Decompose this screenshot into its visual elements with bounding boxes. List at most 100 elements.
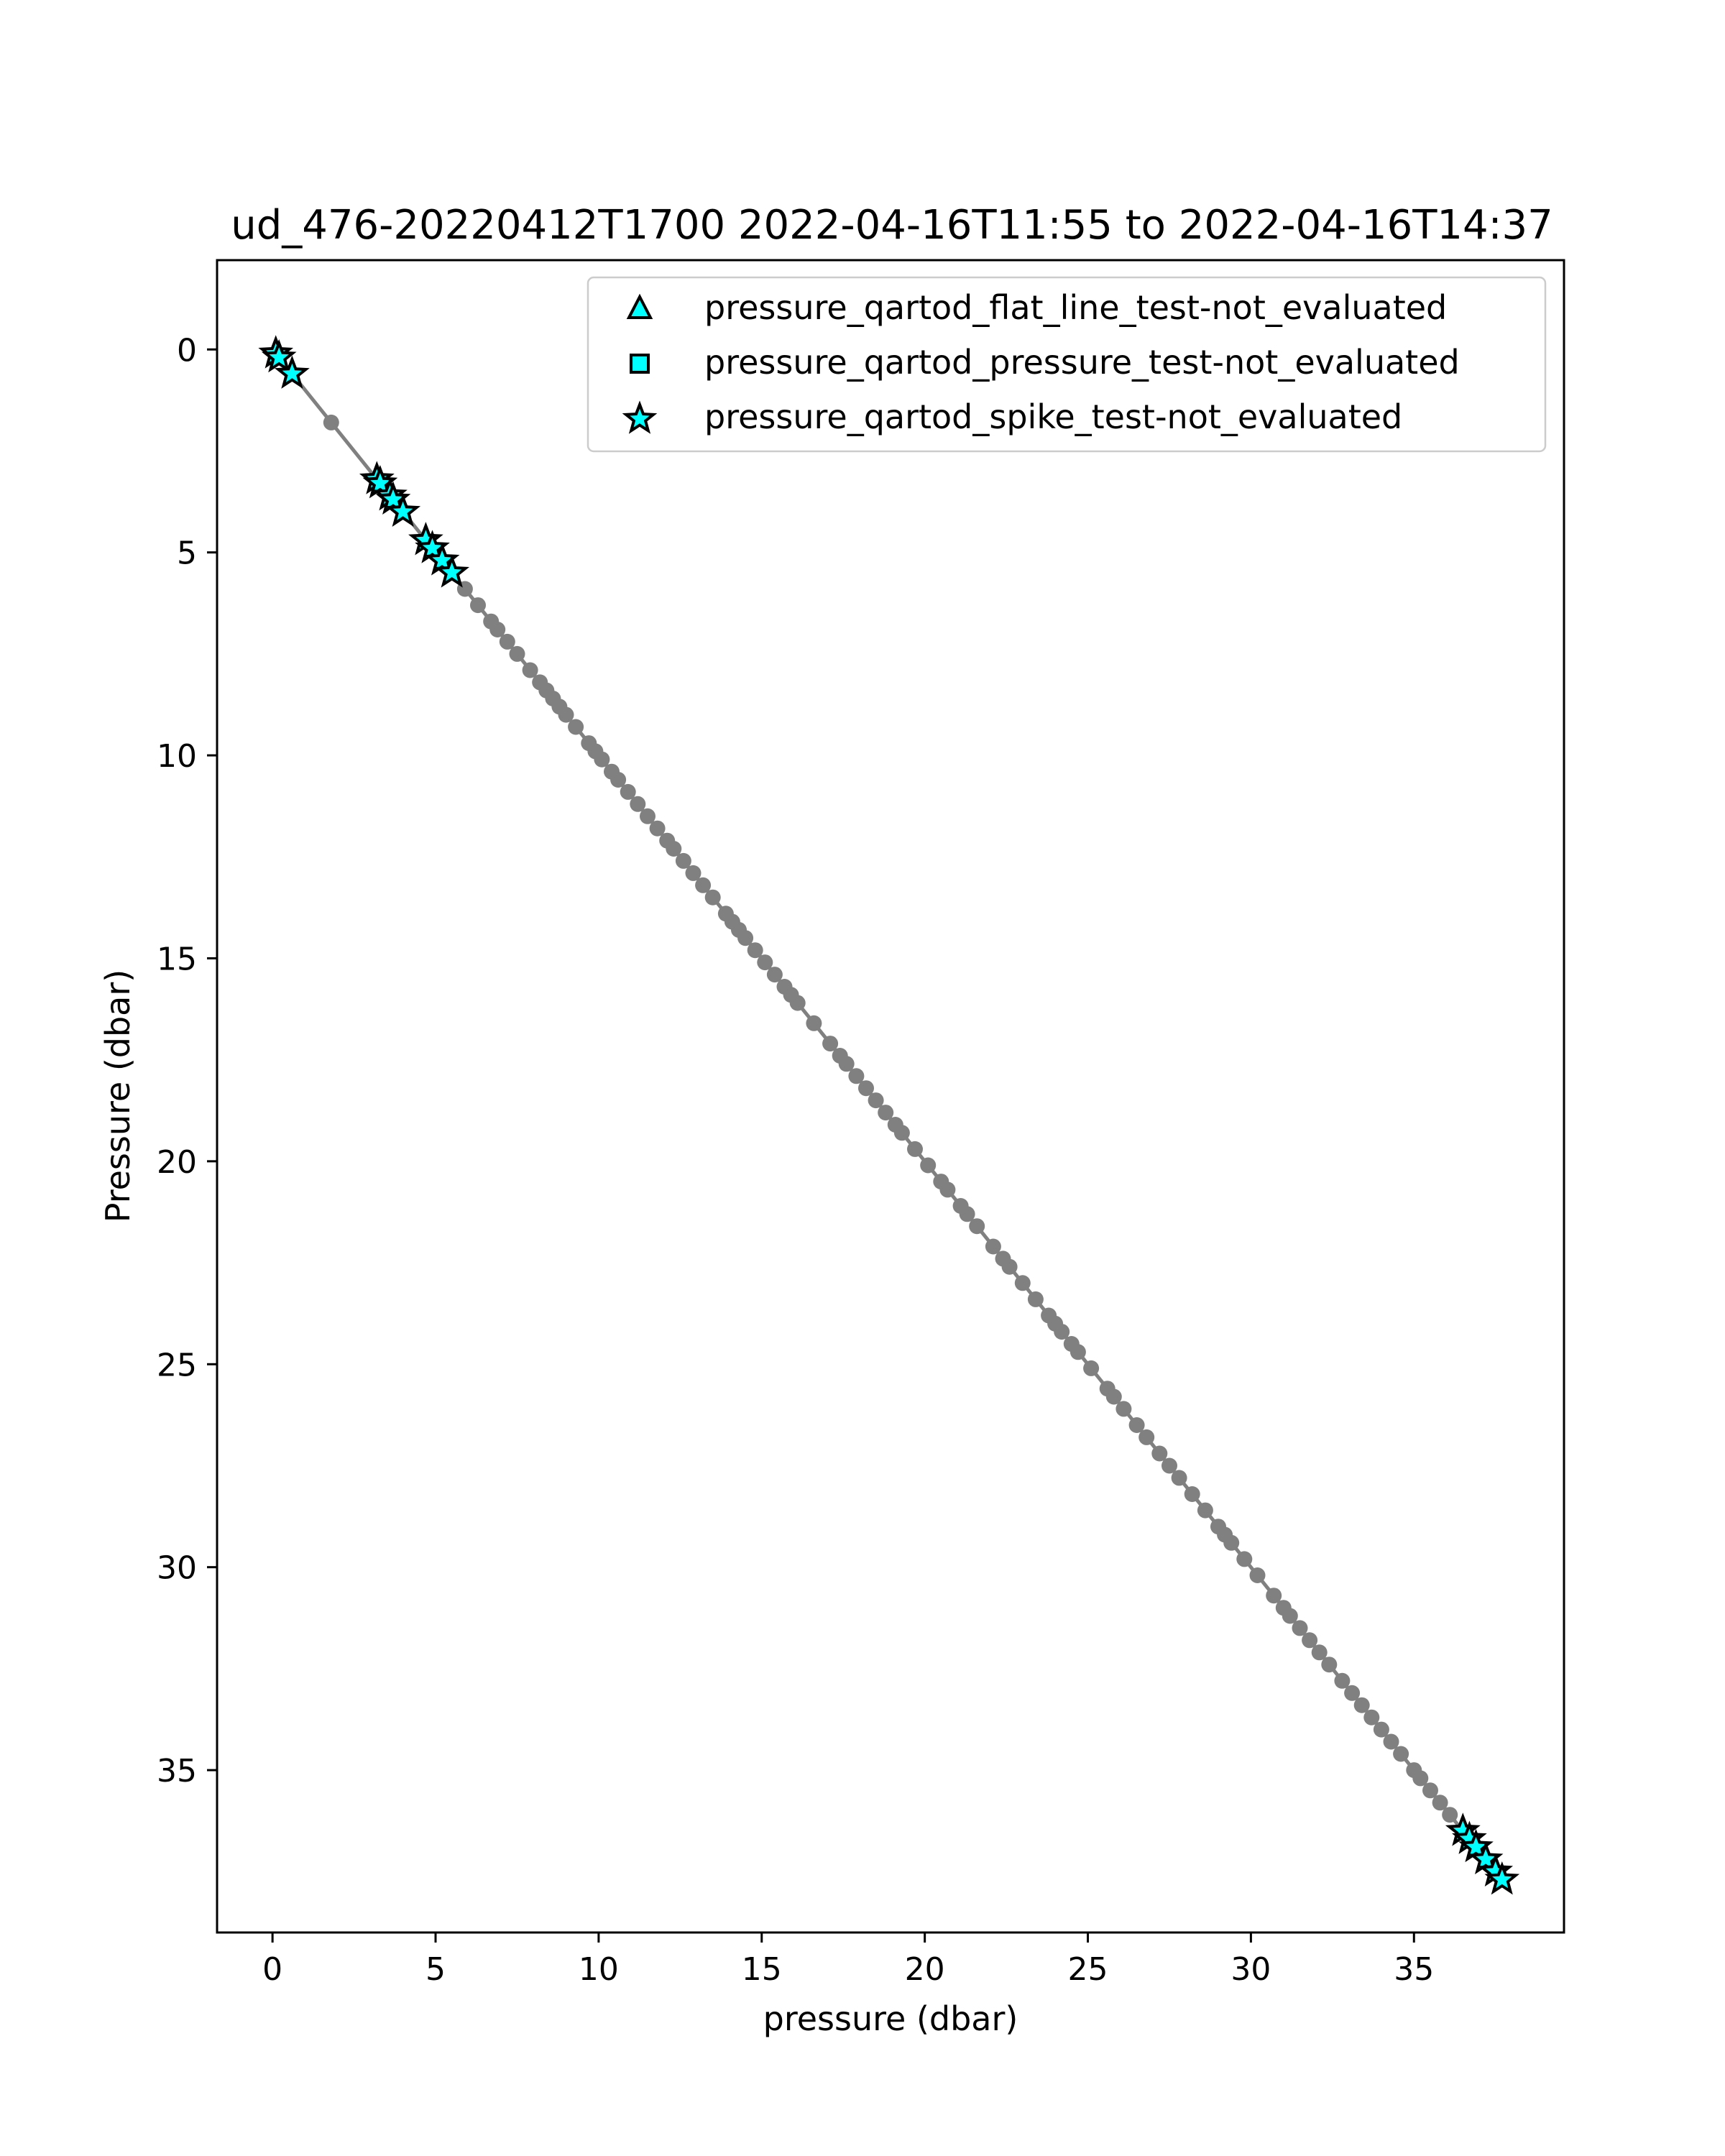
data-point [939,1181,956,1198]
x-tick-label: 5 [426,1951,446,1988]
legend-marker-square [630,354,650,374]
chart-title: ud_476-20220412T1700 2022-04-16T11:55 to… [231,202,1553,249]
legend-marker-triangle [626,293,653,319]
data-point [695,877,712,893]
data-point [1197,1502,1213,1519]
data-point [1383,1733,1399,1750]
data-point [1128,1417,1145,1433]
x-tick-label: 20 [905,1951,945,1988]
data-point [1422,1782,1438,1799]
y-axis-ticks: 0 5 10 15 20 25 30 35 [157,332,217,1789]
data-point [1151,1445,1168,1462]
data-point [685,865,702,881]
data-point [1344,1685,1361,1701]
y-tick-label: 35 [157,1753,197,1789]
data-point [1249,1567,1266,1583]
data-point [1236,1551,1253,1567]
data-point [1171,1470,1187,1486]
y-tick-label: 5 [177,535,197,572]
data-point [1442,1807,1458,1823]
flag-marker-star [274,355,310,389]
data-point [489,622,506,637]
data-point [878,1105,894,1121]
data-point [920,1157,937,1174]
x-tick-label: 35 [1394,1951,1434,1988]
x-axis-ticks: 0 5 10 15 20 25 30 35 [262,1932,1434,1988]
plot-marks [258,335,1520,1895]
y-tick-label: 10 [157,738,197,775]
x-tick-label: 15 [742,1951,782,1988]
y-tick-label: 20 [157,1144,197,1181]
data-point [1223,1534,1240,1551]
legend-marker-star [622,400,658,434]
data-point [1373,1721,1389,1738]
data-point [323,414,339,430]
data-point [1432,1795,1448,1811]
data-point [838,1056,855,1072]
y-tick-label: 30 [157,1550,197,1587]
data-point [1282,1608,1298,1624]
data-point [1353,1697,1370,1713]
data-point [822,1036,839,1052]
data-point [568,719,584,735]
legend-label-pressure-test: pressure_qartod_pressure_test-not_evalua… [704,343,1460,382]
data-point [747,942,763,959]
data-point [666,841,682,857]
legend-markers [622,293,658,434]
x-tick-label: 25 [1068,1951,1108,1988]
legend-label-spike-test: pressure_qartod_spike_test-not_evaluated [704,397,1402,436]
legend-label-flat-line: pressure_qartod_flat_line_test-not_evalu… [704,288,1447,327]
data-point [1001,1258,1018,1275]
data-point [509,645,525,662]
data-point [985,1238,1001,1255]
data-point [1311,1644,1328,1661]
data-point [806,1015,822,1031]
data-point [737,930,754,946]
x-tick-label: 30 [1230,1951,1271,1988]
data-point [610,772,627,788]
data-point [499,633,515,650]
data-point [522,662,538,678]
data-point [766,967,783,983]
x-tick-label: 10 [579,1951,619,1988]
y-tick-label: 25 [157,1347,197,1383]
data-point [1393,1746,1409,1762]
data-point [675,852,691,869]
data-point [1321,1657,1338,1673]
data-point [1184,1486,1200,1502]
x-axis-label: pressure (dbar) [763,1999,1018,2038]
data-point [594,751,610,768]
data-point [704,889,721,906]
flag-marker-star [385,493,421,527]
x-tick-label: 0 [262,1951,282,1988]
plot-frame [216,259,1565,1934]
data-point [868,1092,884,1109]
data-point [620,783,636,800]
flag-marker-star [434,554,470,588]
data-point [907,1141,923,1157]
data-point [1054,1324,1070,1340]
data-point [470,597,486,614]
data-point [1014,1275,1031,1291]
data-point [649,820,666,837]
legend-box [586,276,1547,453]
flag-marker-star [261,338,297,373]
data-point [1412,1770,1429,1787]
data-point [1302,1632,1318,1649]
data-point [1070,1344,1086,1360]
data-point [959,1206,975,1222]
data-point [757,954,773,971]
data-point [1105,1388,1122,1405]
data-point [1292,1620,1308,1636]
data-point [1027,1291,1044,1307]
data-point [1116,1401,1132,1417]
data-point [1083,1360,1100,1376]
data-point [640,808,656,824]
y-tick-label: 0 [177,332,197,369]
data-point [1162,1457,1177,1474]
flag-marker-star [1484,1861,1520,1895]
data-point [969,1218,985,1235]
data-point [1363,1709,1380,1726]
data-point [1334,1672,1351,1689]
